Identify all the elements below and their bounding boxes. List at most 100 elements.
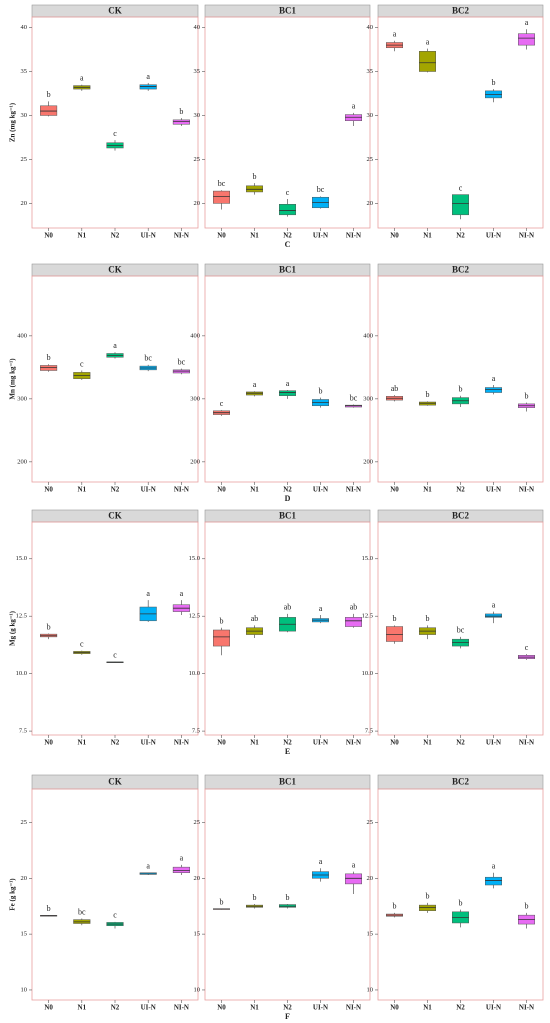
significance-letter: ab — [251, 614, 259, 623]
y-axis-label: Zn (mg kg⁻¹) — [9, 102, 17, 142]
significance-letter: a — [352, 102, 356, 111]
x-tick-label: N0 — [217, 232, 226, 240]
y-tick-label: 15.0 — [189, 555, 200, 562]
x-tick-label: N0 — [44, 739, 53, 747]
y-tick-label: 30 — [21, 112, 28, 119]
y-tick-label: 20 — [367, 200, 374, 207]
x-tick-label: UI-N — [313, 232, 328, 240]
x-tick-label: NI-N — [174, 1004, 189, 1012]
x-tick-label: N1 — [78, 1004, 87, 1012]
panel-title: CK — [108, 777, 122, 787]
x-tick-label: N0 — [217, 739, 226, 747]
significance-letter: a — [180, 589, 184, 598]
x-tick-label: NI-N — [519, 486, 534, 494]
x-tick-label: N0 — [390, 232, 399, 240]
panel-title: BC1 — [279, 777, 297, 787]
y-tick-label: 25 — [367, 156, 374, 163]
y-tick-label: 25 — [21, 156, 28, 163]
panel-title: BC2 — [452, 511, 470, 521]
x-tick-label: N1 — [78, 486, 87, 494]
y-tick-label: 25 — [367, 819, 374, 826]
significance-letter: a — [253, 380, 257, 389]
box — [213, 190, 230, 204]
y-tick-label: 12.5 — [362, 613, 373, 620]
x-tick-label: N1 — [423, 232, 432, 240]
panel-title: CK — [108, 265, 122, 275]
x-tick-label: UI-N — [313, 486, 328, 494]
y-tick-label: 7.5 — [19, 728, 27, 735]
y-tick-label: 15 — [367, 931, 374, 938]
x-tick-label: N0 — [217, 486, 226, 494]
x-tick-label: N1 — [78, 232, 87, 240]
y-tick-label: 12.5 — [16, 613, 27, 620]
y-tick-label: 20 — [21, 200, 28, 207]
x-axis-label: D — [285, 494, 291, 503]
significance-letter: bc — [78, 907, 86, 916]
box — [172, 119, 190, 125]
x-tick-label: UI-N — [313, 739, 328, 747]
significance-letter: c — [220, 399, 224, 408]
significance-letter: c — [113, 129, 117, 138]
significance-letter: b — [47, 622, 51, 631]
y-tick-label: 40 — [367, 24, 374, 31]
x-tick-label: N0 — [44, 1004, 53, 1012]
significance-letter: bc — [218, 179, 226, 188]
significance-letter: c — [80, 359, 84, 368]
y-tick-label: 15 — [21, 931, 28, 938]
y-tick-label: 200 — [363, 458, 373, 465]
x-tick-label: N1 — [423, 739, 432, 747]
panel-title: BC1 — [279, 511, 297, 521]
x-tick-label: UI-N — [486, 486, 501, 494]
y-tick-label: 15.0 — [16, 555, 27, 562]
y-tick-label: 35 — [367, 68, 374, 75]
significance-letter: a — [426, 37, 430, 46]
panel-title: BC2 — [452, 6, 470, 16]
box — [419, 904, 436, 911]
y-tick-label: 30 — [194, 112, 201, 119]
box — [139, 84, 157, 90]
y-axis-label: Mn (mg kg⁻¹) — [9, 358, 17, 400]
y-tick-label: 400 — [190, 332, 200, 339]
y-tick-label: 40 — [194, 24, 201, 31]
x-tick-label: N1 — [78, 739, 87, 747]
box — [172, 866, 190, 873]
significance-letter: a — [492, 600, 496, 609]
y-tick-label: 15 — [194, 931, 201, 938]
panel-title: CK — [108, 6, 122, 16]
x-tick-label: N2 — [456, 739, 465, 747]
box — [279, 390, 296, 396]
x-tick-label: NI-N — [346, 232, 361, 240]
x-tick-label: N2 — [111, 1004, 120, 1012]
x-tick-label: UI-N — [486, 232, 501, 240]
significance-letter: ab — [284, 603, 292, 612]
x-tick-label: NI-N — [174, 739, 189, 747]
significance-letter: b — [492, 78, 496, 87]
significance-letter: c — [80, 640, 84, 649]
x-tick-label: UI-N — [141, 1004, 156, 1012]
box — [485, 613, 502, 618]
y-tick-label: 10 — [367, 986, 374, 993]
significance-letter: bc — [457, 626, 465, 635]
box — [40, 365, 58, 371]
significance-letter: b — [426, 390, 430, 399]
x-tick-label: N1 — [423, 486, 432, 494]
x-tick-label: UI-N — [486, 739, 501, 747]
x-tick-label: N1 — [423, 1004, 432, 1012]
box — [485, 876, 502, 886]
box — [279, 204, 296, 216]
x-tick-label: UI-N — [313, 1004, 328, 1012]
y-tick-label: 7.5 — [192, 728, 200, 735]
x-tick-label: N2 — [111, 232, 120, 240]
x-tick-label: N2 — [111, 739, 120, 747]
significance-letter: bc — [178, 357, 186, 366]
x-tick-label: UI-N — [141, 486, 156, 494]
panel-title: BC1 — [279, 265, 297, 275]
y-axis-label: Mg (g kg⁻¹) — [9, 610, 17, 646]
significance-letter: b — [286, 893, 290, 902]
significance-letter: b — [179, 107, 183, 116]
significance-letter: a — [492, 862, 496, 871]
x-tick-label: N0 — [390, 1004, 399, 1012]
y-tick-label: 10.0 — [16, 670, 27, 677]
y-tick-label: 7.5 — [365, 728, 373, 735]
